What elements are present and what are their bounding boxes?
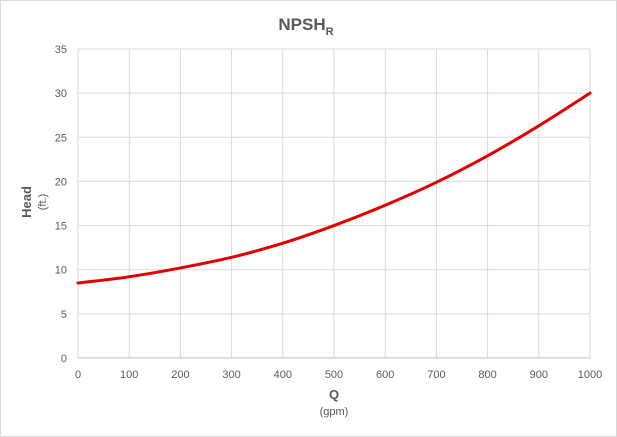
- x-tick-label: 900: [530, 369, 548, 381]
- x-tick-label: 300: [222, 369, 240, 381]
- x-axis-unit: (gpm): [320, 406, 349, 418]
- y-tick-label: 20: [55, 176, 67, 188]
- x-tick-label: 200: [171, 369, 189, 381]
- chart-title: NPSHR: [278, 15, 333, 38]
- label-layer: NPSHR Q (gpm) Head (ft.): [19, 15, 348, 418]
- x-tick-label: 600: [376, 369, 394, 381]
- y-tick-label: 0: [61, 353, 67, 365]
- grid-layer: [77, 48, 591, 359]
- x-axis-title: Q: [329, 387, 339, 402]
- chart-title-main: NPSH: [278, 15, 325, 34]
- x-tick-label: 1000: [578, 369, 602, 381]
- y-tick-label: 30: [55, 88, 67, 100]
- x-tick-label: 500: [325, 369, 343, 381]
- series-layer: [76, 91, 592, 285]
- y-tick-label: 25: [55, 132, 67, 144]
- axis-layer: 0 100 200 300 400 500 600 700 800 900 1000 0 5 10 15 20…: [55, 44, 602, 381]
- x-tick-label: 400: [274, 369, 292, 381]
- x-tick-label: 0: [75, 369, 81, 381]
- y-tick-label: 15: [55, 221, 67, 233]
- y-axis-title: Head: [19, 186, 34, 218]
- chart-title-subscript: R: [326, 26, 334, 38]
- y-tick-label: 10: [55, 265, 67, 277]
- y-tick-label: 35: [55, 44, 67, 56]
- y-axis-unit: (ft.): [37, 194, 49, 211]
- x-tick-label: 800: [478, 369, 496, 381]
- series-line: [76, 91, 592, 285]
- y-tick-label: 5: [61, 309, 67, 321]
- x-tick-label: 700: [427, 369, 445, 381]
- x-tick-label: 100: [120, 369, 138, 381]
